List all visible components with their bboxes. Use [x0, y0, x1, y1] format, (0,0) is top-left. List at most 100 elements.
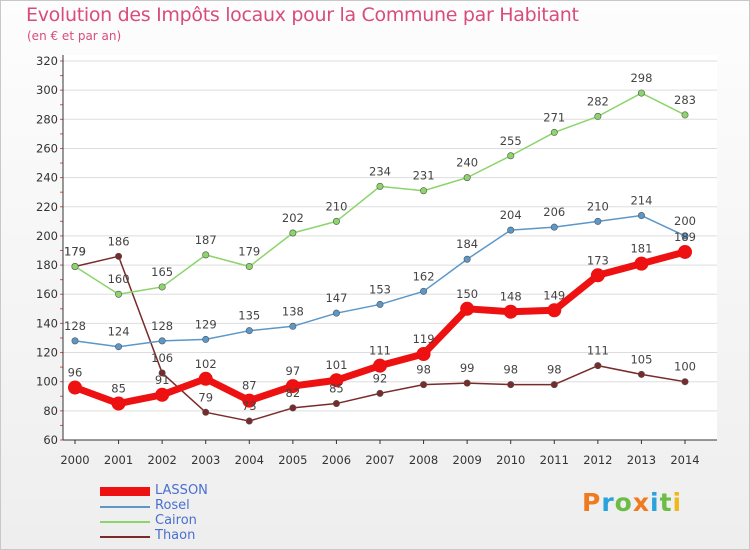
- data-point-cairon: [376, 182, 384, 190]
- data-point-lasson: [416, 346, 431, 361]
- data-label-thaon: 179: [64, 245, 86, 259]
- x-tick-label: 2010: [496, 453, 525, 467]
- data-label-lasson: 102: [195, 357, 217, 371]
- x-tick-label: 2005: [278, 453, 307, 467]
- x-tick-label: 2011: [540, 453, 569, 467]
- data-point-lasson: [198, 371, 213, 386]
- data-point-rosel: [550, 223, 558, 231]
- data-point-rosel: [289, 322, 297, 330]
- data-label-cairon: 283: [674, 93, 696, 107]
- data-label-thaon: 105: [630, 352, 652, 366]
- logo-letter: i: [650, 488, 660, 517]
- data-point-lasson: [503, 304, 518, 319]
- legend-swatch: [100, 536, 150, 538]
- data-point-thaon: [158, 369, 166, 377]
- data-point-rosel: [332, 309, 340, 317]
- data-point-rosel: [681, 232, 689, 240]
- y-tick-label: 200: [36, 229, 58, 243]
- data-point-rosel: [376, 300, 384, 308]
- data-label-thaon: 79: [198, 390, 213, 404]
- data-point-cairon: [594, 112, 602, 120]
- y-tick-label: 160: [36, 287, 58, 301]
- line-chart: 60 80 100 120 140 160 180 200 220 240 260 280 300 320…: [36, 54, 717, 467]
- data-point-thaon: [463, 379, 471, 387]
- y-tick-label: 180: [36, 258, 58, 272]
- data-label-thaon: 186: [108, 234, 130, 248]
- data-point-lasson: [590, 268, 605, 283]
- data-label-thaon: 92: [373, 371, 388, 385]
- data-point-lasson: [634, 256, 649, 271]
- data-point-rosel: [115, 343, 123, 351]
- data-point-thaon: [245, 417, 253, 425]
- x-tick-label: 2002: [148, 453, 177, 467]
- legend-swatch: [100, 506, 150, 508]
- data-point-lasson: [460, 301, 475, 316]
- logo-letter: P: [582, 488, 602, 517]
- data-label-thaon: 100: [674, 360, 696, 374]
- legend-label: Rosel: [155, 498, 190, 513]
- data-label-cairon: 255: [500, 134, 522, 148]
- data-point-cairon: [71, 263, 79, 271]
- y-tick-label: 80: [43, 404, 58, 418]
- logo-letter: r: [601, 488, 615, 517]
- data-label-rosel: 162: [413, 269, 435, 283]
- legend-label: Cairon: [155, 513, 197, 528]
- data-label-lasson: 96: [68, 366, 83, 380]
- data-point-cairon: [245, 263, 253, 271]
- data-label-cairon: 160: [108, 272, 130, 286]
- data-point-lasson: [111, 396, 126, 411]
- data-label-cairon: 234: [369, 164, 391, 178]
- data-point-rosel: [463, 255, 471, 263]
- y-tick-label: 100: [36, 375, 58, 389]
- data-label-rosel: 210: [587, 199, 609, 213]
- data-point-cairon: [550, 128, 558, 136]
- data-labels: 179 186 106 79 73 82 85 92 98 99 98 98 111 105 100 179 1…: [64, 71, 696, 413]
- data-label-cairon: 298: [630, 71, 652, 85]
- axes: 60 80 100 120 140 160 180 200 220 240 260 280 300 320…: [36, 54, 717, 467]
- y-tick-label: 300: [36, 83, 58, 97]
- data-label-cairon: 165: [151, 265, 173, 279]
- data-point-rosel: [637, 212, 645, 220]
- data-label-lasson: 111: [369, 344, 391, 358]
- x-tick-label: 2009: [453, 453, 482, 467]
- data-label-lasson: 148: [500, 290, 522, 304]
- data-label-lasson: 149: [543, 288, 565, 302]
- y-tick-label: 60: [43, 433, 58, 447]
- data-label-cairon: 240: [456, 156, 478, 170]
- data-label-cairon: 179: [64, 245, 86, 259]
- data-label-cairon: 210: [325, 199, 347, 213]
- data-label-rosel: 204: [500, 208, 522, 222]
- x-tick-label: 2003: [191, 453, 220, 467]
- data-label-thaon: 73: [242, 399, 257, 413]
- chart-subtitle: (en € et par an): [27, 29, 122, 43]
- data-point-rosel: [594, 217, 602, 225]
- data-point-thaon: [507, 381, 515, 389]
- y-tick-label: 120: [36, 346, 58, 360]
- data-label-rosel: 206: [543, 205, 565, 219]
- y-tick-label: 220: [36, 200, 58, 214]
- data-label-thaon: 111: [587, 344, 609, 358]
- logo-letter: t: [659, 488, 673, 517]
- data-point-cairon: [289, 229, 297, 237]
- data-label-cairon: 282: [587, 94, 609, 108]
- data-label-rosel: 147: [325, 291, 347, 305]
- x-tick-label: 2008: [409, 453, 438, 467]
- legend-label: Thaon: [155, 528, 196, 543]
- data-point-rosel: [507, 226, 515, 234]
- data-point-lasson: [547, 303, 562, 318]
- data-label-lasson: 101: [325, 358, 347, 372]
- x-tick-label: 2006: [322, 453, 351, 467]
- legend-swatch: [100, 487, 150, 496]
- data-point-rosel: [245, 327, 253, 335]
- data-point-lasson: [68, 380, 82, 395]
- data-label-cairon: 187: [195, 233, 217, 247]
- data-point-cairon: [463, 174, 471, 182]
- chart-title: Evolution des Impôts locaux pour la Comm…: [26, 4, 579, 26]
- logo-letter: o: [614, 488, 633, 517]
- data-label-rosel: 124: [108, 325, 130, 339]
- data-label-lasson: 87: [242, 379, 257, 393]
- data-point-rosel: [71, 337, 79, 345]
- legend-label: LASSON: [155, 483, 208, 498]
- data-label-lasson: 85: [111, 382, 126, 396]
- data-label-lasson: 91: [155, 373, 170, 387]
